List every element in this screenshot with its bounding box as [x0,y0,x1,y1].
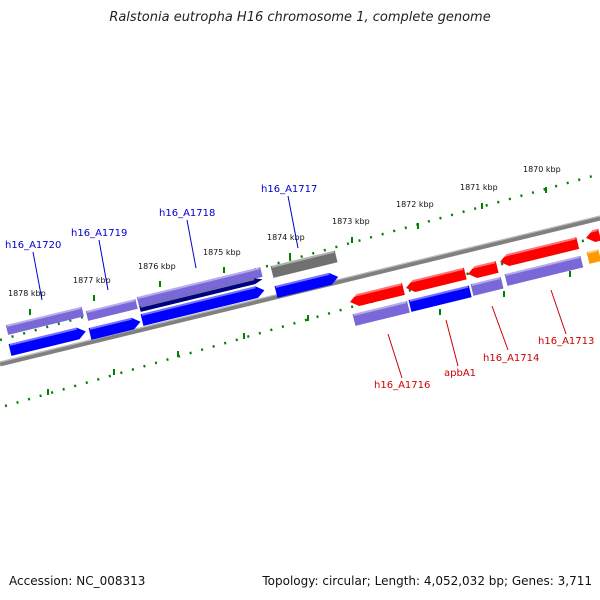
gene-label-top: h16_A1717 [261,184,317,195]
gene-orange-shine [587,249,598,254]
kbp-tick-label: 1873 kbp [332,217,370,226]
gene-plus-outer-body [5,306,84,335]
gene-plus-inner-shine [9,327,78,346]
gene-plus-dark [139,278,263,312]
gene-minus-lower-body [352,300,410,326]
kbp-tick-label: 1875 kbp [203,248,241,257]
gene-plus-outer [85,299,138,321]
kbp-tick-label: 1872 kbp [396,200,434,209]
gene-plus-outer-body [85,299,138,321]
gene-minus [585,228,600,242]
callout-line [287,195,299,249]
gene-callouts: h16_A1720 h16_A1719 h16_A1718 h16_A1717 h16_… [5,184,594,391]
gene-minus-body [350,283,405,306]
gene-minus-body [586,228,600,242]
gene-plus-inner-body [88,317,141,340]
callout-line [445,319,459,367]
callout-line [32,251,43,301]
gene-minus-lower-body [408,285,472,312]
gene-minus-shine [405,267,464,284]
kbp-tick-label: 1874 kbp [267,233,305,242]
gene-plus-outer-shine [137,267,260,299]
gene-minus-lower-shine [505,255,580,276]
gene-minus [405,267,467,292]
topology-label: Topology: circular; Length: 4,052,032 bp… [262,574,592,588]
callout-line [387,333,403,379]
gene-minus-body [468,261,499,278]
gene-label-top: h16_A1719 [71,228,127,239]
gene-grey-shine [271,250,335,268]
gene-plus-dark-shine [140,278,255,308]
gene-orange-body [586,249,600,264]
gene-minus-body [500,237,580,266]
callout-line [550,289,567,335]
callout-line [186,219,197,269]
gene-minus-lower [470,276,504,296]
callout-line [491,305,509,351]
gene-label-top: h16_A1718 [159,208,215,219]
kbp-tick-label: 1871 kbp [460,183,498,192]
accession-label: Accession: NC_008313 [9,574,146,588]
gene-grey-body [270,250,338,278]
gene-label-bottom: h16_A1714 [483,353,539,364]
kbp-tick-label: 1870 kbp [523,165,561,174]
gene-minus-lower [408,285,472,312]
gene-minus-shine [349,283,402,298]
gene-plus-dark-body [139,278,263,312]
gene-plus-inner-shine [89,317,132,330]
gene-minus-lower [504,255,584,286]
gene-plus-outer-body [136,267,263,307]
gene-minus-lower-shine [353,301,407,316]
gene-minus-lower-shine [409,285,469,302]
gene-plus-outer-shine [6,306,82,327]
kbp-labels: 1878 kbp 1877 kbp 1876 kbp 1875 kbp 1874 kbp… [8,165,561,298]
gene-label-top: h16_A1720 [5,240,61,251]
gene-plus-inner [140,286,265,326]
map-title: Ralstonia eutropha H16 chromosome 1, com… [109,10,491,25]
gene-grey [270,250,338,278]
kbp-tick-label: 1876 kbp [138,262,176,271]
gene-minus-lower-shine [471,277,501,286]
gene-minus-shine [585,229,598,234]
gene-plus-inner [8,327,86,356]
gene-minus [349,283,405,306]
gene-minus-body [406,267,467,292]
gene-minus [467,261,499,278]
gene-label-bottom: apbA1 [444,368,476,379]
gene-minus-lower-body [504,255,584,286]
gene-plus-outer [5,306,84,335]
gene-label-bottom: h16_A1713 [538,336,594,347]
gene-minus-shine [467,261,496,270]
gene-orange [586,249,600,264]
kbp-tick-label: 1878 kbp [8,289,46,298]
gene-minus-lower-body [470,276,504,296]
gene-minus [499,237,580,266]
gene-minus-lower [352,300,410,326]
gene-plus-inner-body [140,286,265,326]
gene-plus-outer [136,267,263,307]
gene-label-bottom: h16_A1716 [374,380,430,391]
gene-plus-outer-shine [86,299,135,313]
gene-plus-inner-shine [275,272,330,288]
kbp-tick-label: 1877 kbp [73,276,111,285]
callout-line [98,239,109,291]
gene-plus-inner [274,272,339,298]
gene-features [5,228,600,356]
gene-plus-inner-body [274,272,339,298]
gene-plus-inner-shine [141,286,256,316]
gene-minus-shine [499,237,576,258]
gene-plus-inner-body [8,327,86,356]
gene-plus-inner [88,317,141,340]
